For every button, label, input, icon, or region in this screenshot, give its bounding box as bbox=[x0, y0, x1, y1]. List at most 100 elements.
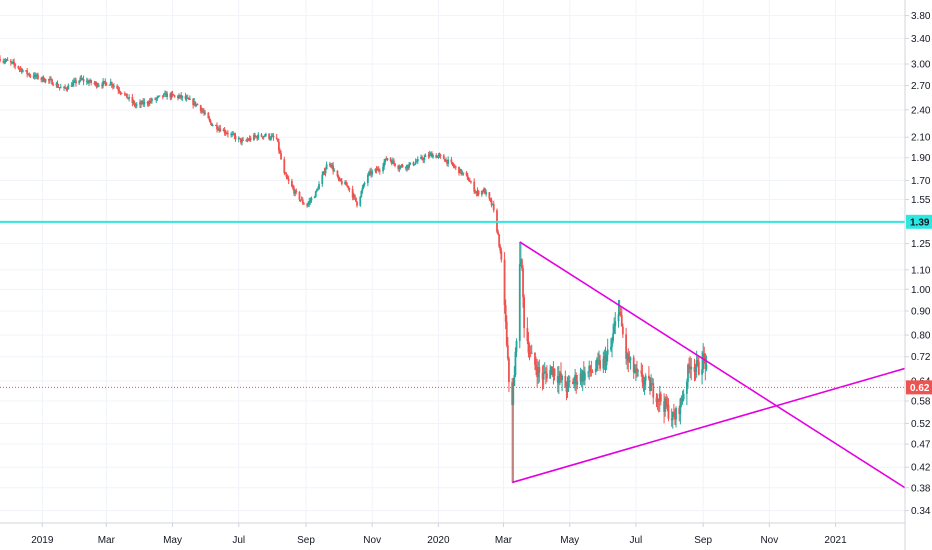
candle[interactable] bbox=[522, 265, 524, 308]
candle[interactable] bbox=[390, 159, 393, 166]
candle[interactable] bbox=[131, 93, 134, 107]
candle[interactable] bbox=[25, 70, 27, 72]
candle[interactable] bbox=[512, 377, 515, 483]
candle[interactable] bbox=[280, 150, 282, 160]
candle[interactable] bbox=[309, 197, 312, 205]
candle[interactable] bbox=[249, 135, 252, 142]
candle[interactable] bbox=[14, 63, 17, 70]
candle[interactable] bbox=[544, 367, 547, 385]
candle[interactable] bbox=[108, 84, 111, 86]
candle[interactable] bbox=[376, 166, 379, 171]
candle[interactable] bbox=[386, 157, 389, 162]
candle[interactable] bbox=[59, 83, 62, 89]
candle[interactable] bbox=[685, 378, 688, 406]
candle[interactable] bbox=[430, 151, 433, 158]
candle[interactable] bbox=[454, 165, 457, 170]
candle[interactable] bbox=[116, 84, 119, 89]
candle[interactable] bbox=[595, 357, 598, 372]
candle[interactable] bbox=[565, 381, 568, 401]
candle[interactable] bbox=[187, 97, 190, 100]
candle[interactable] bbox=[147, 100, 150, 107]
candle[interactable] bbox=[701, 351, 703, 385]
candle[interactable] bbox=[332, 161, 335, 175]
candle[interactable] bbox=[35, 73, 38, 80]
candle[interactable] bbox=[694, 363, 697, 381]
candle[interactable] bbox=[195, 103, 198, 107]
candle[interactable] bbox=[667, 398, 670, 422]
candle[interactable] bbox=[490, 197, 493, 208]
candle[interactable] bbox=[21, 68, 24, 73]
candle[interactable] bbox=[633, 364, 636, 374]
candle[interactable] bbox=[640, 362, 643, 377]
candle[interactable] bbox=[310, 196, 313, 203]
candle[interactable] bbox=[162, 93, 165, 98]
candle[interactable] bbox=[363, 181, 366, 187]
candle[interactable] bbox=[109, 78, 112, 86]
candle[interactable] bbox=[679, 397, 682, 425]
candle[interactable] bbox=[466, 172, 469, 180]
candle[interactable] bbox=[382, 163, 384, 174]
candle[interactable] bbox=[377, 166, 380, 173]
candle[interactable] bbox=[546, 365, 548, 383]
candle[interactable] bbox=[491, 203, 494, 206]
candle[interactable] bbox=[657, 398, 660, 413]
candle[interactable] bbox=[257, 132, 260, 141]
candle[interactable] bbox=[321, 171, 324, 187]
candle[interactable] bbox=[179, 94, 182, 99]
candle[interactable] bbox=[44, 78, 47, 84]
candle[interactable] bbox=[421, 155, 424, 161]
candle[interactable] bbox=[567, 375, 570, 393]
candle[interactable] bbox=[406, 164, 408, 172]
candle[interactable] bbox=[614, 312, 617, 335]
candle[interactable] bbox=[226, 130, 229, 138]
candle[interactable] bbox=[64, 84, 67, 89]
candle[interactable] bbox=[239, 138, 242, 145]
candle[interactable] bbox=[101, 82, 103, 89]
candle[interactable] bbox=[599, 354, 601, 372]
candle[interactable] bbox=[523, 294, 526, 338]
time-axis-area[interactable] bbox=[0, 523, 905, 550]
candle[interactable] bbox=[611, 336, 613, 358]
candle[interactable] bbox=[602, 351, 605, 374]
candle[interactable] bbox=[171, 90, 174, 98]
candle[interactable] bbox=[330, 163, 332, 169]
candle[interactable] bbox=[461, 170, 464, 176]
candle[interactable] bbox=[277, 138, 280, 154]
candle[interactable] bbox=[142, 98, 145, 107]
candle[interactable] bbox=[641, 364, 644, 389]
candle[interactable] bbox=[32, 72, 35, 80]
candle[interactable] bbox=[521, 258, 523, 272]
candle[interactable] bbox=[534, 352, 536, 371]
candle[interactable] bbox=[56, 80, 59, 88]
candle[interactable] bbox=[50, 76, 52, 81]
candle[interactable] bbox=[515, 338, 518, 358]
candle[interactable] bbox=[128, 94, 131, 102]
candle[interactable] bbox=[459, 168, 461, 174]
candle[interactable] bbox=[279, 148, 281, 155]
candle[interactable] bbox=[172, 94, 175, 96]
candle[interactable] bbox=[697, 356, 700, 376]
candle[interactable] bbox=[492, 200, 495, 213]
candle[interactable] bbox=[568, 375, 571, 388]
candle[interactable] bbox=[375, 166, 378, 174]
candle[interactable] bbox=[29, 73, 32, 79]
candle[interactable] bbox=[420, 154, 422, 160]
candle[interactable] bbox=[575, 372, 578, 394]
candle[interactable] bbox=[445, 157, 447, 163]
candle[interactable] bbox=[400, 164, 403, 168]
candle[interactable] bbox=[590, 360, 593, 377]
candle[interactable] bbox=[579, 367, 582, 386]
candle[interactable] bbox=[13, 58, 16, 68]
candle[interactable] bbox=[146, 100, 149, 107]
candle[interactable] bbox=[184, 92, 187, 101]
candle[interactable] bbox=[481, 189, 484, 195]
candle[interactable] bbox=[42, 75, 45, 82]
candle[interactable] bbox=[671, 411, 674, 429]
candle[interactable] bbox=[598, 350, 600, 366]
candle[interactable] bbox=[96, 82, 99, 88]
candle[interactable] bbox=[286, 174, 289, 180]
candle[interactable] bbox=[268, 133, 271, 141]
candle[interactable] bbox=[356, 201, 358, 208]
candle[interactable] bbox=[369, 168, 371, 176]
candle[interactable] bbox=[344, 180, 346, 185]
